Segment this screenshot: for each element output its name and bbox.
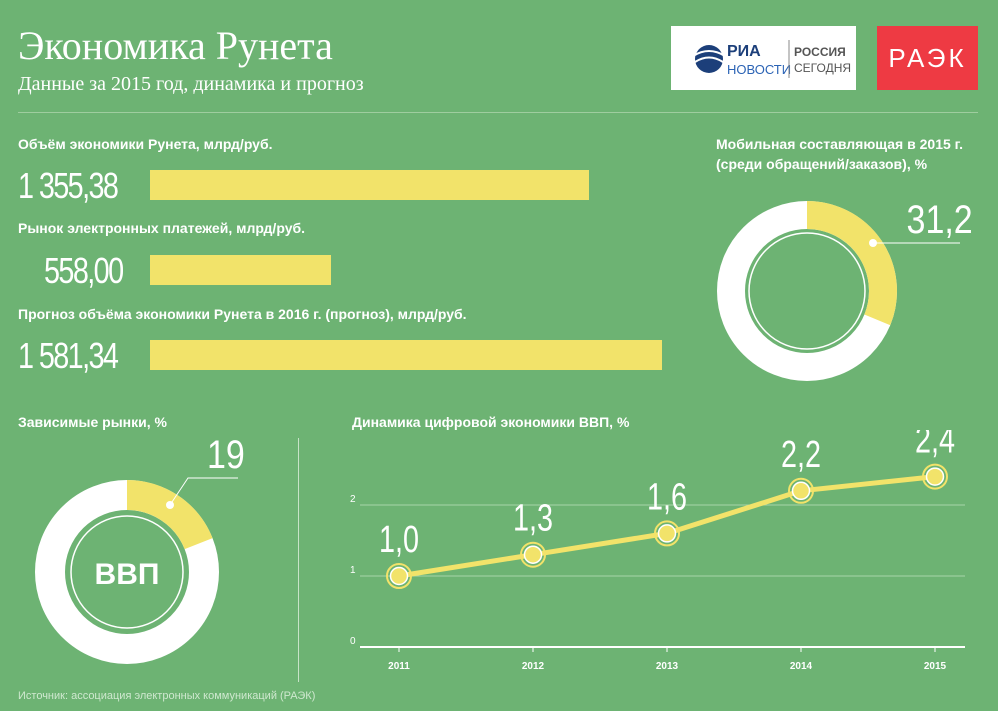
raek-logo: РАЭК xyxy=(877,26,978,90)
line-chart-title: Динамика цифровой экономики ВВП, % xyxy=(352,414,630,430)
page-subtitle: Данные за 2015 год, динамика и прогноз xyxy=(18,73,364,95)
y-tick-label: 2 xyxy=(350,494,356,505)
mobile-title-line2: (среди обращений/заказов), % xyxy=(716,156,928,172)
ria-logo-graphic: РИА НОВОСТИ РОССИЯ СЕГОДНЯ xyxy=(692,40,851,78)
source-note: Источник: ассоциация электронных коммуни… xyxy=(18,690,316,702)
ria-logo-text-4: СЕГОДНЯ xyxy=(794,61,851,75)
dependent-value-label: 19 xyxy=(207,431,245,476)
data-point-ring xyxy=(922,463,948,490)
data-label: 2,2 xyxy=(781,434,821,476)
bar-label-payments: Рынок электронных платежей, млрд/руб. xyxy=(18,220,306,236)
bar-label-forecast: Прогноз объёма экономики Рунета в 2016 г… xyxy=(18,306,467,322)
ria-logo-text-2: НОВОСТИ xyxy=(727,62,791,77)
data-label: 1,6 xyxy=(647,476,687,518)
data-point-ring xyxy=(386,563,412,589)
data-point xyxy=(925,467,945,486)
data-point xyxy=(389,566,409,586)
data-point xyxy=(791,481,811,501)
x-tick-label: 2013 xyxy=(656,661,679,672)
bar-label-runet-economy: Объём экономики Рунета, млрд/руб. xyxy=(18,136,273,152)
dependent-donut-inner-ring xyxy=(70,515,184,629)
bar-payments xyxy=(150,255,331,285)
ria-logo-text-1: РИА xyxy=(727,43,761,60)
data-point-ring xyxy=(654,520,680,547)
dependent-donut-segment xyxy=(126,480,213,550)
mobile-donut-chart: 31,2 xyxy=(717,196,973,381)
dependent-donut-chart: ВВП 19 xyxy=(35,431,245,664)
gdp-center-label: ВВП xyxy=(95,558,160,591)
data-point xyxy=(657,524,677,543)
data-point-ring xyxy=(520,541,546,568)
x-tick-label: 2012 xyxy=(522,661,545,672)
bar-value-runet-economy: 1 355,38 xyxy=(18,165,119,206)
bar-forecast xyxy=(150,340,662,370)
page-title: Экономика Рунета xyxy=(18,23,333,68)
data-label: 1,3 xyxy=(513,498,553,540)
data-point-ring xyxy=(788,477,814,504)
y-tick-label: 1 xyxy=(350,565,356,576)
data-point xyxy=(523,545,543,564)
dependent-markets-title: Зависимые рынки, % xyxy=(18,414,167,430)
x-tick-label: 2015 xyxy=(924,661,947,672)
section-divider xyxy=(298,438,299,682)
mobile-donut-inner-ring xyxy=(748,232,866,350)
mobile-donut-segment xyxy=(806,201,897,326)
y-tick-label: 0 xyxy=(350,636,356,647)
bar-runet-economy xyxy=(150,170,589,200)
ria-novosti-logo: РИА НОВОСТИ РОССИЯ СЕГОДНЯ xyxy=(671,26,856,90)
bar-value-payments: 558,00 xyxy=(44,250,124,291)
x-tick-label: 2014 xyxy=(790,661,813,672)
mobile-value-label: 31,2 xyxy=(907,196,973,241)
data-label: 1,0 xyxy=(379,519,419,561)
dependent-callout-line xyxy=(169,477,238,506)
header-divider xyxy=(18,112,978,113)
x-tick-label: 2011 xyxy=(388,661,410,672)
ria-logo-text-3: РОССИЯ xyxy=(794,45,846,59)
data-label: 2,4 xyxy=(915,430,955,462)
mobile-title-line1: Мобильная составляющая в 2015 г. xyxy=(716,136,963,152)
bar-value-forecast: 1 581,34 xyxy=(18,335,119,376)
gdp-line-chart: 0 1 2 2011 2012 2013 2014 2015 1,0 1,3 1,6 2,2 2,4 xyxy=(350,430,965,672)
